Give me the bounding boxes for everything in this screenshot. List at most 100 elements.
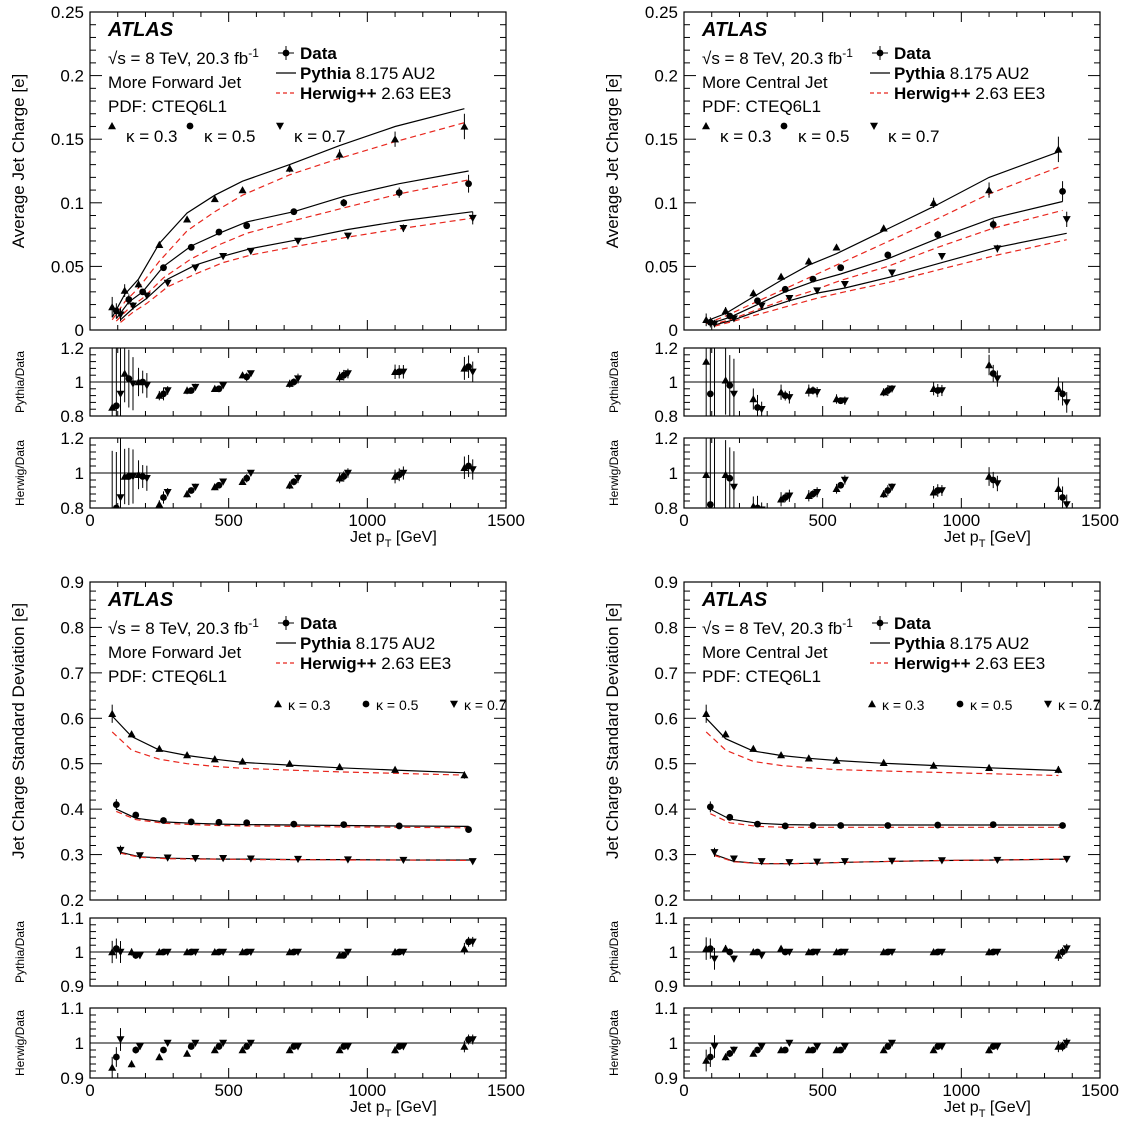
legend-pythia-rest: 8.175 AU2 [945,634,1029,653]
ratio-point-kappa-1 [1059,1043,1066,1050]
y-tick-label: 0.8 [60,499,84,518]
ratio-point-kappa-2 [993,1043,1002,1051]
data-point-kappa-0 [183,751,192,759]
ratio-point-kappa-1 [754,404,761,411]
herwig-curve-kappa-2 [120,217,473,323]
data-point-kappa-1 [809,822,817,829]
data-point-kappa-0 [335,762,344,771]
ratio-point-kappa-2 [757,952,766,960]
x-axis-title-main: Jet p [350,529,385,546]
ratio-point-kappa-1 [781,1046,789,1054]
legend-pythia-rest: 8.175 AU2 [351,64,435,83]
data-point-kappa-1 [706,803,714,811]
x-tick-label: 1500 [487,511,525,530]
ratio-point-kappa-2 [116,390,125,398]
ratio-point-kappa-0 [391,1046,400,1054]
ratio-point-kappa-0 [183,1049,192,1057]
data-point-kappa-1 [187,243,195,251]
ratio-point-kappa-2 [468,466,477,474]
ratio-area [111,438,477,508]
ratio-point-kappa-2 [116,1036,125,1044]
y-tick-label: 0.9 [654,977,678,996]
data-point-kappa-2 [191,264,200,272]
data-point-kappa-1 [781,822,789,830]
data-point-kappa-2 [785,859,794,867]
data-point-kappa-0 [238,757,247,765]
x-tick-label: 1000 [348,1081,386,1100]
energy-lumi-main: √s = 8 TeV, 20.3 fb [108,619,248,638]
data-point-kappa-2 [785,295,794,303]
x-axis-title-unit: [GeV] [391,1099,436,1116]
data-point-kappa-1 [112,801,120,808]
ratio-point-kappa-0 [210,483,219,491]
atlas-label: ATLAS [701,589,768,611]
atlas-label: ATLAS [107,19,174,41]
data-point-kappa-0 [127,730,136,738]
legend-kappa-label-2: κ = 0.7 [1058,697,1101,713]
data-point-kappa-1 [187,818,195,826]
ratio-point-kappa-1 [112,504,120,508]
ratio-point-kappa-2 [888,948,896,956]
ratio-point-kappa-1 [125,375,133,382]
plot-frame [89,581,507,901]
x-axis-title-unit: [GeV] [985,1099,1030,1116]
x-tick-label: 1000 [348,511,386,530]
ratio-point-kappa-2 [294,375,302,383]
data-point-kappa-0 [721,306,730,315]
y-tick-label: 1 [669,464,678,483]
ratio-point-kappa-2 [142,382,151,390]
data-point-kappa-0 [749,744,758,752]
ratio-point-kappa-1 [726,948,734,956]
data-point-kappa-0 [108,709,117,717]
data-point-kappa-0 [335,150,344,158]
ratio-point-kappa-1 [395,471,403,479]
ratio-point-kappa-0 [1054,384,1063,392]
legend-data-marker [876,49,884,57]
ratio-area [108,936,477,964]
ratio-point-kappa-0 [832,484,841,492]
ratio-point-kappa-0 [111,507,113,508]
ratio-point-kappa-2 [163,489,172,497]
ratio-point-kappa-2 [191,383,200,392]
ratio-point-kappa-2 [729,1046,738,1054]
ratio-point-kappa-2 [813,948,822,956]
data-point-kappa-2 [813,858,822,866]
data-point-kappa-1 [290,820,298,828]
data-point-kappa-1 [465,180,472,188]
ratio-point-kappa-2 [343,469,352,477]
ratio-point-kappa-2 [343,1043,352,1051]
ratio-point-kappa-2 [219,1039,228,1047]
herwig-curve-kappa-2 [714,239,1067,327]
y-tick-label: 0.7 [654,664,678,683]
ratio-point-kappa-2 [710,955,719,963]
ratio-point-kappa-0 [155,500,164,508]
ratio-point-kappa-2 [219,478,228,486]
data-point-kappa-1 [340,821,348,828]
data-point-kappa-2 [468,858,477,866]
ratio-point-kappa-2 [116,948,125,956]
ratio-point-kappa-0 [108,1063,117,1071]
x-axis-title: Jet pT [GeV] [944,529,1031,550]
data-point-kappa-1 [243,222,251,230]
ratio-point-kappa-2 [399,1043,408,1051]
x-axis-title-unit: [GeV] [985,529,1030,546]
energy-lumi-label: √s = 8 TeV, 20.3 fb-1 [702,616,853,638]
ratio-point-kappa-1 [340,952,348,959]
data-point-kappa-1 [989,221,997,228]
data-point-kappa-2 [840,858,849,866]
data-point-kappa-0 [134,280,143,288]
data-point-kappa-0 [1054,765,1063,773]
y-tick-label: 0.7 [60,664,84,683]
y-tick-label: 0.1 [60,194,84,213]
y-tick-label: 0.8 [654,618,678,637]
ratio-area [702,438,1071,508]
ratio-point-kappa-1 [989,370,997,377]
ratio-point-kappa-2 [729,390,738,398]
legend-kappa-label-2: κ = 0.7 [294,127,346,146]
data-point-kappa-2 [142,292,151,300]
data-point-kappa-2 [116,311,125,319]
data-point-kappa-0 [804,754,813,762]
data-point-kappa-2 [246,247,255,256]
data-point-kappa-0 [721,730,730,738]
ratio-point-kappa-1 [1059,948,1066,956]
